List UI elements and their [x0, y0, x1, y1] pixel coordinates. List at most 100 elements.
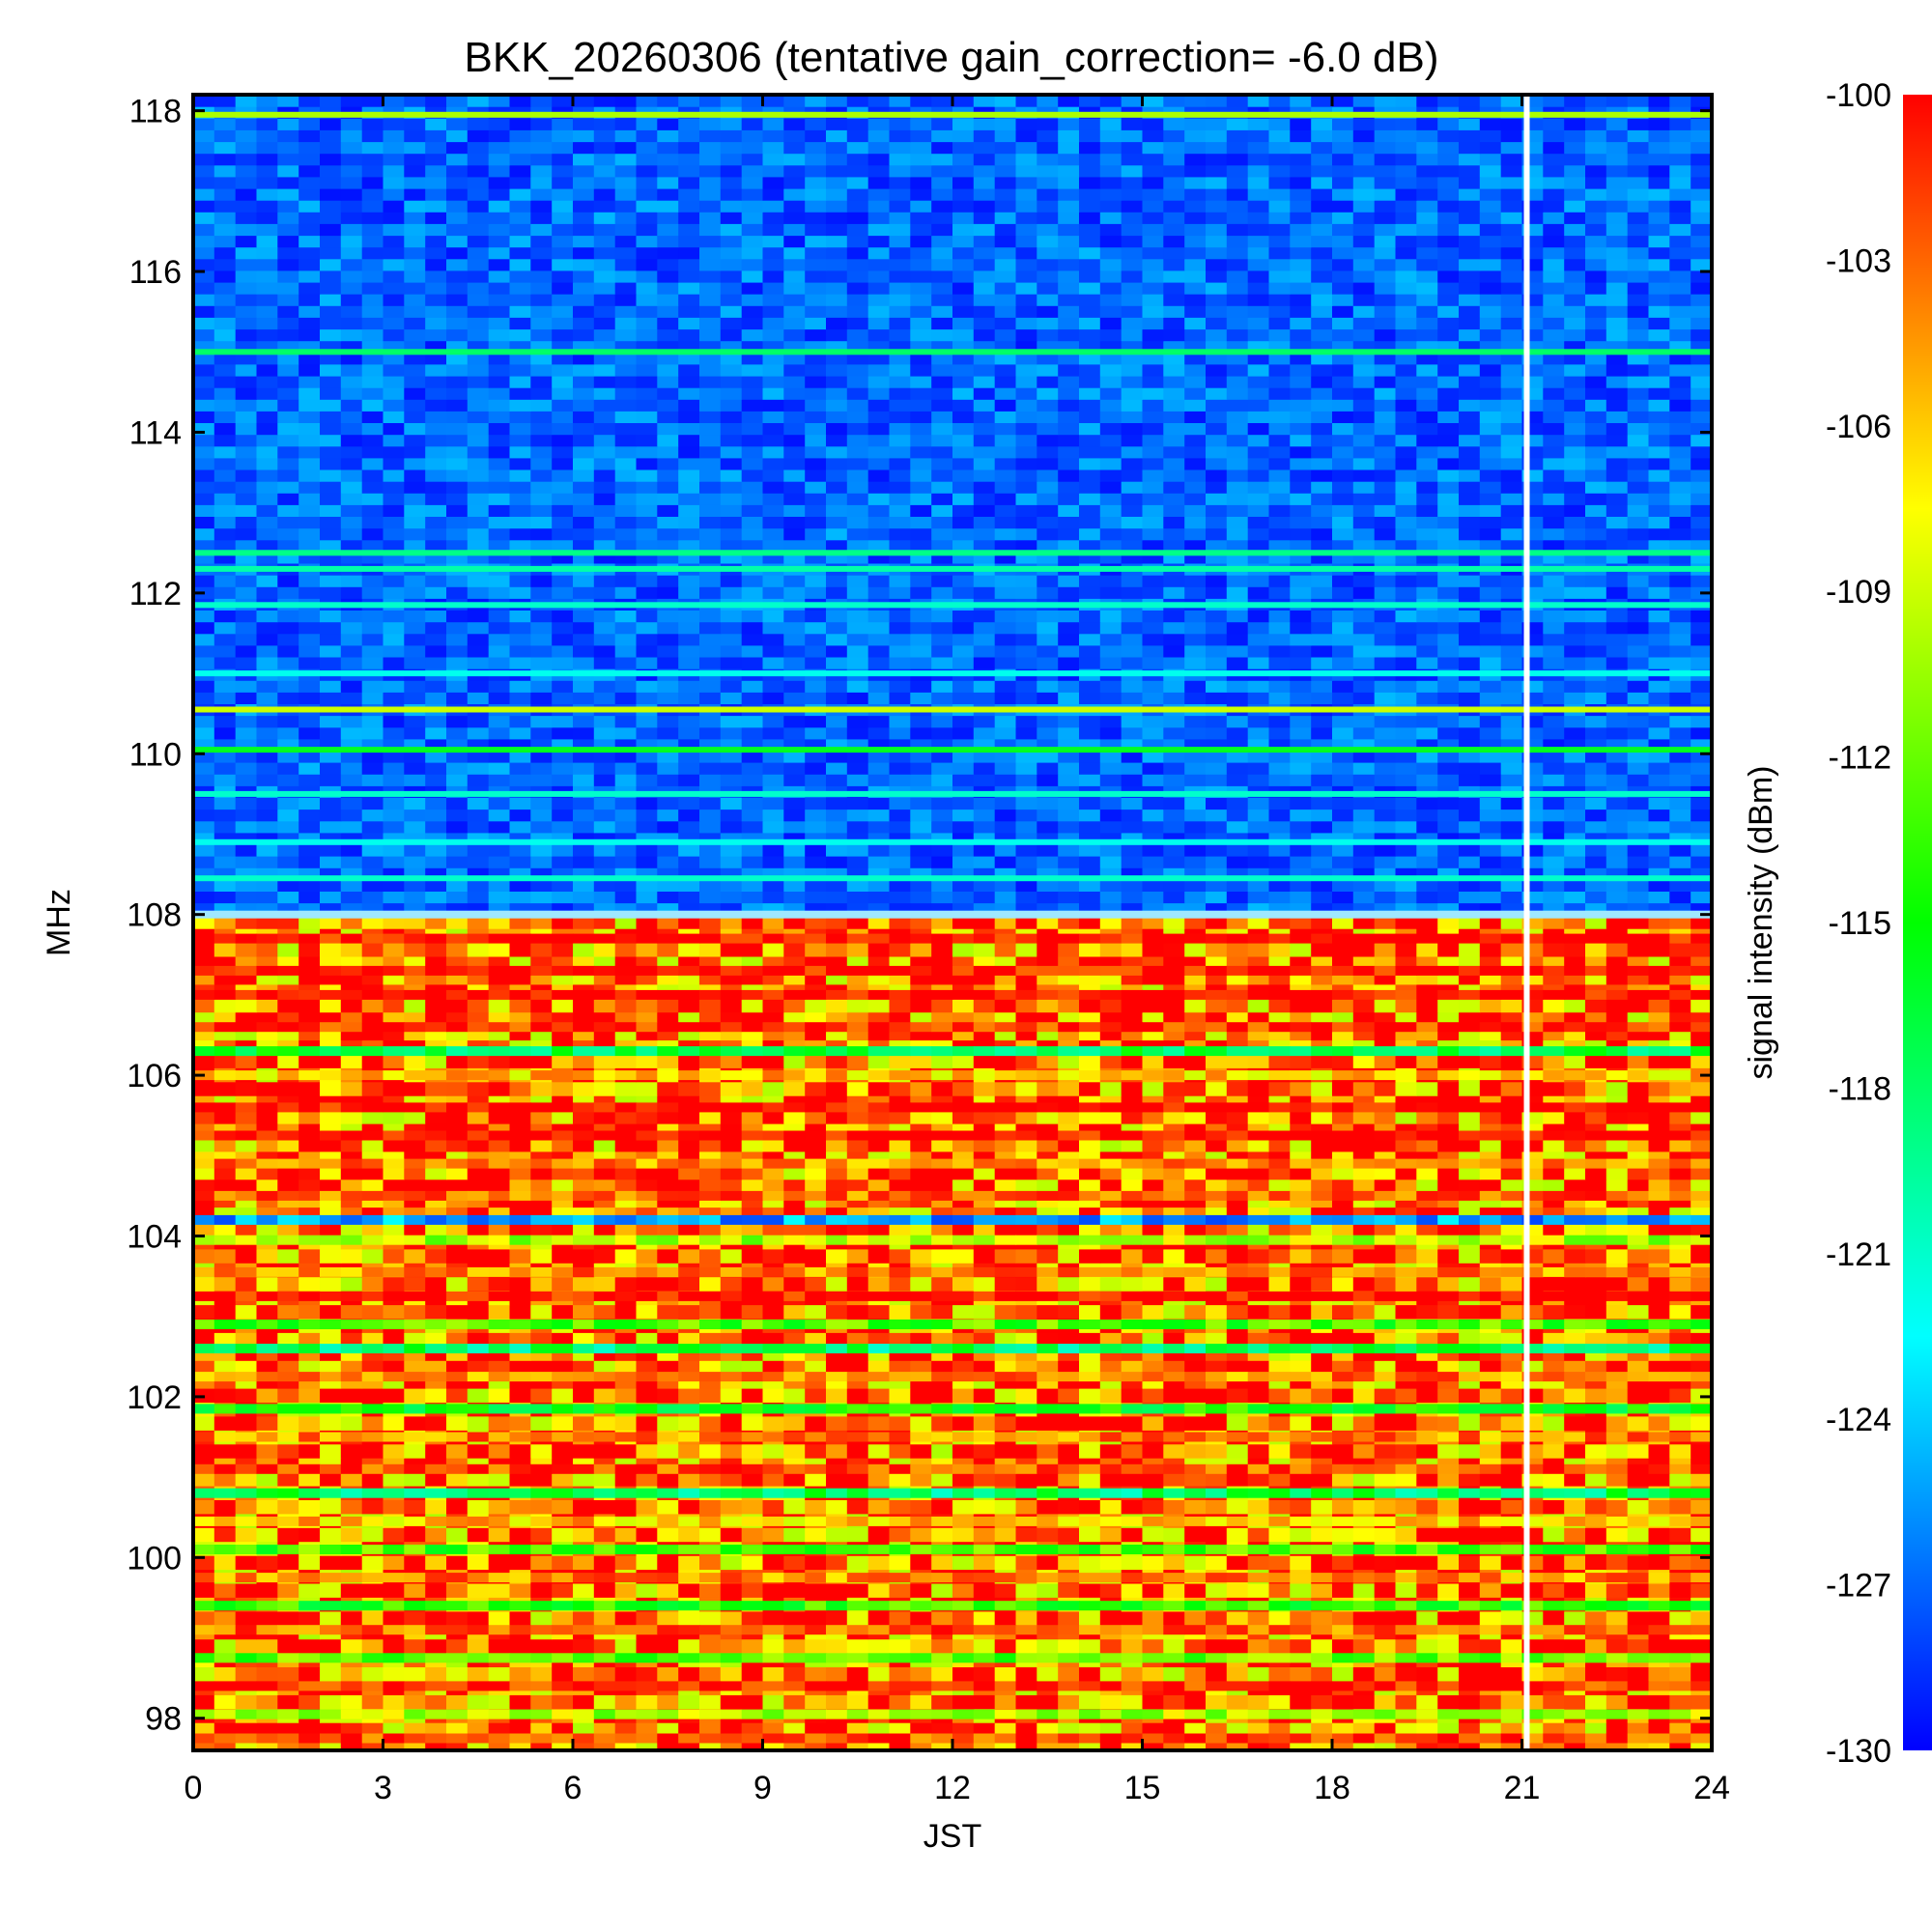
heatmap-cell — [1015, 942, 1037, 957]
heatmap-cell — [1605, 856, 1629, 868]
heatmap-cell — [846, 879, 869, 892]
heatmap-cell — [783, 1471, 806, 1487]
heatmap-cell — [657, 797, 679, 810]
heatmap-cell — [1437, 1527, 1460, 1543]
heatmap-cell — [467, 1694, 490, 1710]
heatmap-cell — [1037, 1388, 1059, 1403]
heatmap-cell — [636, 1388, 658, 1403]
heatmap-cell — [1395, 843, 1417, 857]
heatmap-cell — [193, 1443, 215, 1459]
heatmap-cell — [994, 1388, 1017, 1403]
heatmap-cell — [1184, 1638, 1207, 1654]
heatmap-cell — [1459, 1527, 1481, 1543]
heatmap-cell — [889, 1276, 911, 1292]
heatmap-cell — [1226, 820, 1249, 834]
heatmap-cell — [762, 1582, 784, 1598]
heatmap-cell — [383, 843, 405, 857]
heatmap-cell — [846, 856, 869, 868]
heatmap-cell — [488, 820, 511, 834]
heatmap-cell — [1669, 1415, 1691, 1431]
heatmap-cell — [699, 1248, 722, 1264]
heatmap-cell — [1627, 1582, 1650, 1598]
heatmap-cell — [530, 820, 553, 834]
heatmap-cell — [1121, 879, 1144, 892]
heatmap-cell — [1163, 1276, 1185, 1292]
heatmap-cell — [783, 1499, 806, 1515]
heatmap-cell — [1058, 1722, 1080, 1738]
heatmap-cell — [994, 1666, 1017, 1682]
heatmap-cell — [1268, 1527, 1291, 1543]
heatmap-cell — [1352, 1694, 1376, 1710]
heatmap-cell — [1395, 1304, 1417, 1320]
heatmap-cell — [1500, 1053, 1523, 1068]
heatmap-cell — [1543, 820, 1565, 834]
heatmap-cell — [1479, 1694, 1502, 1710]
heatmap-cell — [720, 879, 743, 892]
heatmap-cell — [593, 1499, 616, 1515]
heatmap-cell — [404, 1415, 426, 1431]
heatmap-cell — [361, 879, 384, 892]
heatmap-cell — [636, 1638, 658, 1654]
heatmap-cell — [952, 1722, 975, 1738]
heatmap-cell — [1037, 942, 1059, 957]
heatmap-cell — [1395, 879, 1417, 892]
heatmap-cell — [931, 1694, 953, 1710]
heatmap-cell — [193, 1415, 215, 1431]
heatmap-cell — [1437, 1388, 1460, 1403]
heatmap-cell — [657, 1582, 679, 1598]
heatmap-cell — [1142, 1722, 1164, 1738]
heatmap-cell — [1058, 856, 1080, 868]
heatmap-cell — [1564, 1304, 1586, 1320]
heatmap-cell — [805, 1443, 827, 1459]
heatmap-cell — [383, 1499, 405, 1515]
heatmap-cell — [530, 1610, 553, 1626]
heatmap-cell — [1311, 1276, 1333, 1292]
heatmap-cell — [1226, 1248, 1249, 1264]
heatmap-cell — [340, 1499, 363, 1515]
heatmap-cell — [552, 1415, 574, 1431]
heatmap-cell — [573, 1443, 595, 1459]
heatmap-cell — [636, 891, 658, 904]
heatmap-cell — [1352, 843, 1376, 857]
heatmap-cell — [867, 1638, 891, 1654]
heatmap-cell — [593, 1081, 616, 1096]
heatmap-cell — [509, 942, 531, 957]
heatmap-cell — [277, 1610, 299, 1626]
heatmap-cell — [1479, 1471, 1502, 1487]
heatmap-cell — [467, 1471, 490, 1487]
heatmap-cell — [1037, 1415, 1059, 1431]
heatmap-cell — [720, 998, 743, 1013]
heatmap-cell — [1605, 998, 1629, 1013]
heatmap-cell — [1099, 1499, 1122, 1515]
heatmap-cell — [1437, 1248, 1460, 1264]
heatmap-cell — [593, 1666, 616, 1682]
heatmap-cell — [1206, 1610, 1228, 1626]
heatmap-cell — [1395, 1388, 1417, 1403]
heatmap-cell — [657, 1638, 679, 1654]
heatmap-cell — [1479, 1555, 1502, 1571]
heatmap-cell — [1184, 843, 1207, 857]
heatmap-cell — [530, 1638, 553, 1654]
heatmap-cell — [805, 879, 827, 892]
heatmap-cell — [994, 1248, 1017, 1264]
heatmap-cell — [256, 891, 278, 904]
heatmap-cell — [1247, 1415, 1270, 1431]
heatmap-cell — [846, 1388, 869, 1403]
heatmap-cell — [867, 1415, 891, 1431]
heatmap-cell — [1352, 879, 1376, 892]
heatmap-cell — [404, 1053, 426, 1068]
heatmap-cell — [1058, 1638, 1080, 1654]
heatmap-cell — [1268, 1666, 1291, 1682]
heatmap-cell — [1605, 843, 1629, 857]
heatmap-cell — [973, 1276, 996, 1292]
heatmap-cell — [1690, 891, 1713, 904]
heatmap-cell — [1290, 1610, 1312, 1626]
heatmap-cell — [1437, 1415, 1460, 1431]
heatmap-cell — [340, 1638, 363, 1654]
heatmap-cell — [1184, 1053, 1207, 1068]
heatmap-cell — [1564, 809, 1586, 822]
heatmap-cell — [1543, 1471, 1565, 1487]
heatmap-cell — [931, 1081, 953, 1096]
heatmap-cell — [320, 1555, 342, 1571]
heatmap-cell — [1206, 891, 1228, 904]
